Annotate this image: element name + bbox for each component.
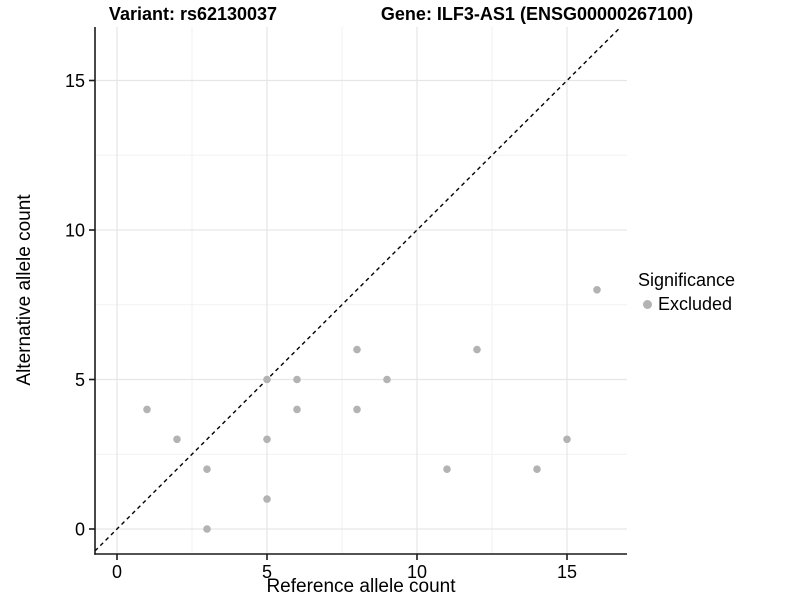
x-axis-title: Reference allele count: [266, 576, 456, 597]
legend-item-excluded: Excluded: [638, 294, 735, 315]
legend-title: Significance: [638, 270, 736, 290]
data-point: [443, 465, 451, 474]
x-tick-label: 0: [112, 562, 122, 582]
x-tick-label: 15: [557, 562, 577, 582]
data-point: [293, 375, 301, 384]
data-point: [263, 375, 271, 384]
legend-key-dot-icon: [643, 300, 652, 309]
gene-title: Gene: ILF3-AS1 (ENSG00000267100): [380, 4, 694, 24]
variant-title: Variant: rs62130037: [108, 4, 278, 24]
data-point: [203, 465, 211, 474]
data-point: [593, 286, 601, 294]
legend: Significance Excluded: [638, 270, 735, 315]
data-point: [263, 495, 271, 503]
y-tick-label: 0: [75, 520, 85, 540]
identity-line: [94, 26, 622, 552]
y-tick-label: 5: [75, 370, 85, 390]
x-tick-label: 5: [262, 562, 272, 582]
data-point: [203, 525, 211, 533]
data-point: [263, 435, 271, 444]
y-tick-label: 10: [65, 221, 85, 241]
data-point: [383, 375, 391, 384]
data-point: [293, 405, 301, 414]
data-point: [533, 465, 541, 474]
data-point: [143, 405, 151, 414]
data-point: [353, 405, 361, 414]
data-point: [353, 345, 361, 354]
legend-item-label: Excluded: [658, 294, 733, 314]
x-tick-label: 10: [407, 562, 427, 582]
data-point: [473, 345, 481, 354]
data-point: [173, 435, 181, 444]
y-tick-label: 15: [65, 71, 85, 91]
data-point: [563, 435, 571, 444]
